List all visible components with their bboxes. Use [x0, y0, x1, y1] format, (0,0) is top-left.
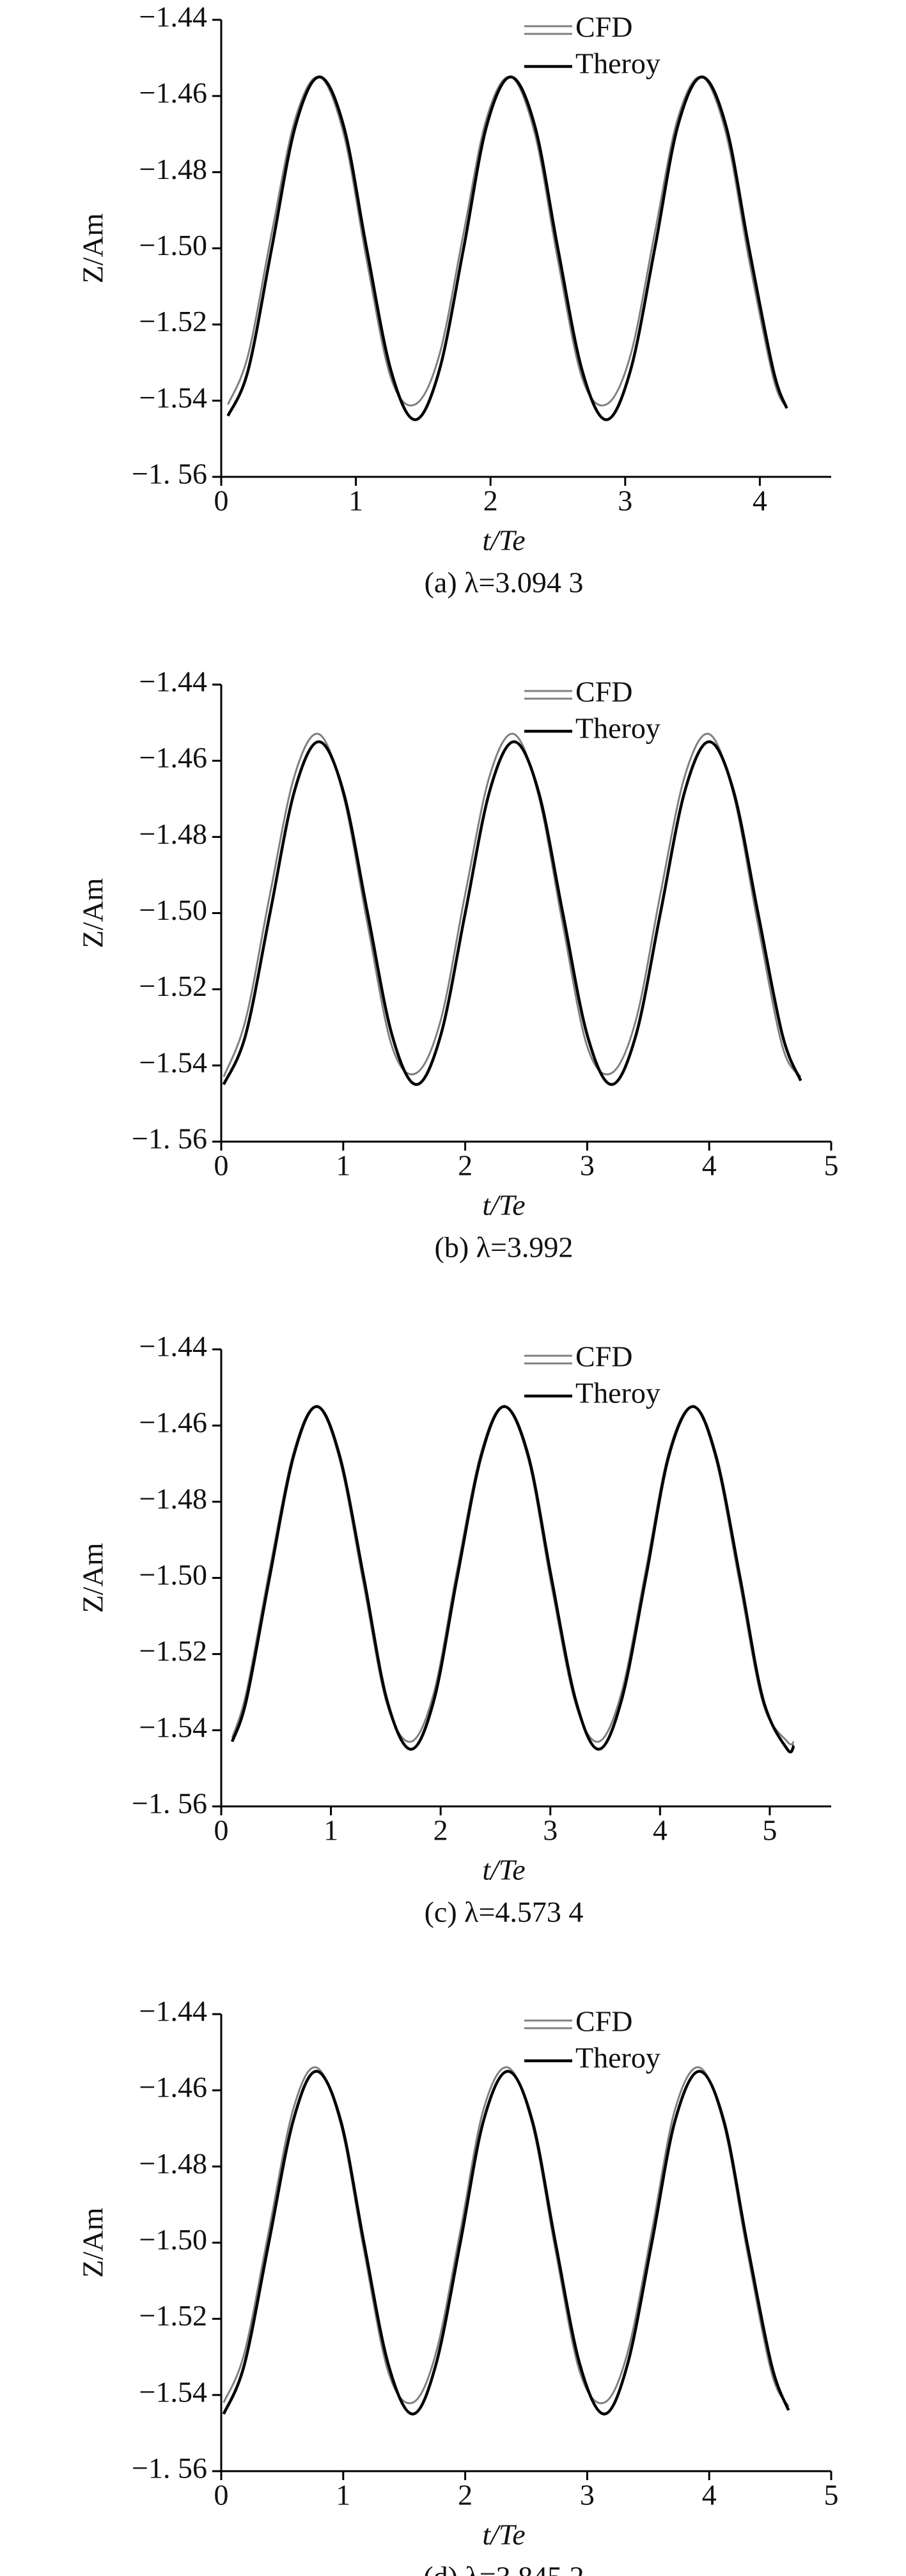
x-tick-label: 2 [433, 1814, 448, 1847]
y-tick-label: −1. 56 [132, 2452, 207, 2485]
x-tick-label: 2 [483, 485, 498, 517]
legend-label: Theroy [575, 1377, 660, 1409]
legend-entry: CFD [524, 11, 632, 43]
x-tick-label: 3 [580, 1149, 595, 1182]
x-tick-label: 4 [702, 1149, 717, 1182]
legend-label: CFD [575, 2005, 632, 2038]
y-axis-label: Z/Am [77, 2207, 109, 2277]
y-tick-label: −1.46 [139, 1406, 207, 1439]
x-tick-label: 5 [824, 1149, 839, 1182]
y-tick-label: −1.48 [139, 1482, 207, 1515]
x-tick-label: 1 [336, 1149, 350, 1182]
legend-entry: CFD [524, 676, 632, 708]
y-tick-label: −1.50 [139, 229, 207, 261]
legend-entry: Theroy [524, 1377, 660, 1409]
legend-label: Theroy [575, 47, 660, 80]
x-tick-label: 3 [618, 485, 632, 517]
x-tick-label: 5 [762, 1814, 777, 1847]
x-tick-label: 1 [348, 485, 363, 517]
x-axis-label: t/Te [482, 2518, 525, 2551]
legend-label: CFD [575, 676, 632, 708]
y-tick-label: −1.48 [139, 2147, 207, 2180]
data-line [227, 75, 788, 409]
y-tick-label: −1.44 [139, 665, 207, 698]
y-tick-label: −1.52 [139, 1634, 207, 1667]
y-tick-label: −1.52 [139, 305, 207, 338]
y-axis-label: Z/Am [77, 1542, 109, 1613]
x-tick-label: 2 [458, 1149, 473, 1182]
y-tick-label: −1.46 [139, 2071, 207, 2104]
x-tick-label: 0 [214, 1814, 229, 1847]
x-tick-label: 0 [214, 1149, 229, 1182]
y-tick-label: −1. 56 [132, 1122, 207, 1155]
y-tick-label: −1.54 [139, 1711, 207, 1743]
y-tick-label: −1.52 [139, 2299, 207, 2332]
legend-entry: CFD [524, 1340, 632, 1373]
data-line [223, 2066, 790, 2407]
x-tick-label: 4 [753, 485, 767, 517]
y-axis-label: Z/Am [77, 213, 109, 283]
x-tick-label: 0 [214, 485, 229, 517]
data-line [231, 1405, 795, 1754]
legend-entry: Theroy [524, 2042, 660, 2074]
y-tick-label: −1.44 [139, 1330, 207, 1363]
x-tick-label: 3 [580, 2479, 595, 2511]
x-tick-label: 1 [336, 2479, 350, 2511]
y-tick-label: −1. 56 [132, 458, 207, 490]
legend-label: CFD [575, 11, 632, 43]
y-tick-label: −1.52 [139, 970, 207, 1002]
data-line [226, 75, 788, 421]
y-tick-label: −1.44 [139, 1995, 207, 2028]
x-tick-label: 3 [543, 1814, 558, 1847]
legend-label: Theroy [575, 2042, 660, 2074]
x-axis-label: t/Te [482, 1854, 525, 1886]
legend-entry: Theroy [524, 47, 660, 80]
x-axis-label: t/Te [482, 524, 525, 557]
y-tick-label: −1.54 [139, 1046, 207, 1078]
x-tick-label: 0 [214, 2479, 229, 2511]
y-tick-label: −1.50 [139, 1558, 207, 1591]
x-tick-label: 1 [324, 1814, 338, 1847]
data-line [222, 2070, 790, 2416]
y-tick-label: −1.46 [139, 77, 207, 109]
y-axis-label: Z/Am [77, 878, 109, 948]
y-tick-label: −1.54 [139, 2375, 207, 2408]
y-tick-label: −1.44 [139, 1, 207, 33]
y-tick-label: −1.48 [139, 153, 207, 185]
caption: (d) λ=3.845 2 [423, 2561, 584, 2576]
data-line [223, 733, 802, 1078]
x-tick-label: 5 [824, 2479, 839, 2511]
y-tick-label: −1.50 [139, 894, 207, 926]
legend-entry: CFD [524, 2005, 632, 2038]
data-line [222, 740, 802, 1086]
data-line [231, 1405, 795, 1746]
x-tick-label: 4 [653, 1814, 668, 1847]
y-tick-label: −1. 56 [132, 1787, 207, 1820]
x-tick-label: 4 [702, 2479, 717, 2511]
x-tick-label: 2 [458, 2479, 473, 2511]
y-tick-label: −1.48 [139, 818, 207, 850]
caption: (c) λ=4.573 4 [425, 1896, 584, 1928]
x-axis-label: t/Te [482, 1189, 525, 1222]
caption: (b) λ=3.992 [435, 1231, 574, 1264]
legend-label: Theroy [575, 712, 660, 745]
y-tick-label: −1.46 [139, 741, 207, 774]
y-tick-label: −1.54 [139, 381, 207, 414]
y-tick-label: −1.50 [139, 2223, 207, 2256]
caption: (a) λ=3.094 3 [425, 566, 584, 599]
legend-entry: Theroy [524, 712, 660, 745]
legend-label: CFD [575, 1340, 632, 1373]
